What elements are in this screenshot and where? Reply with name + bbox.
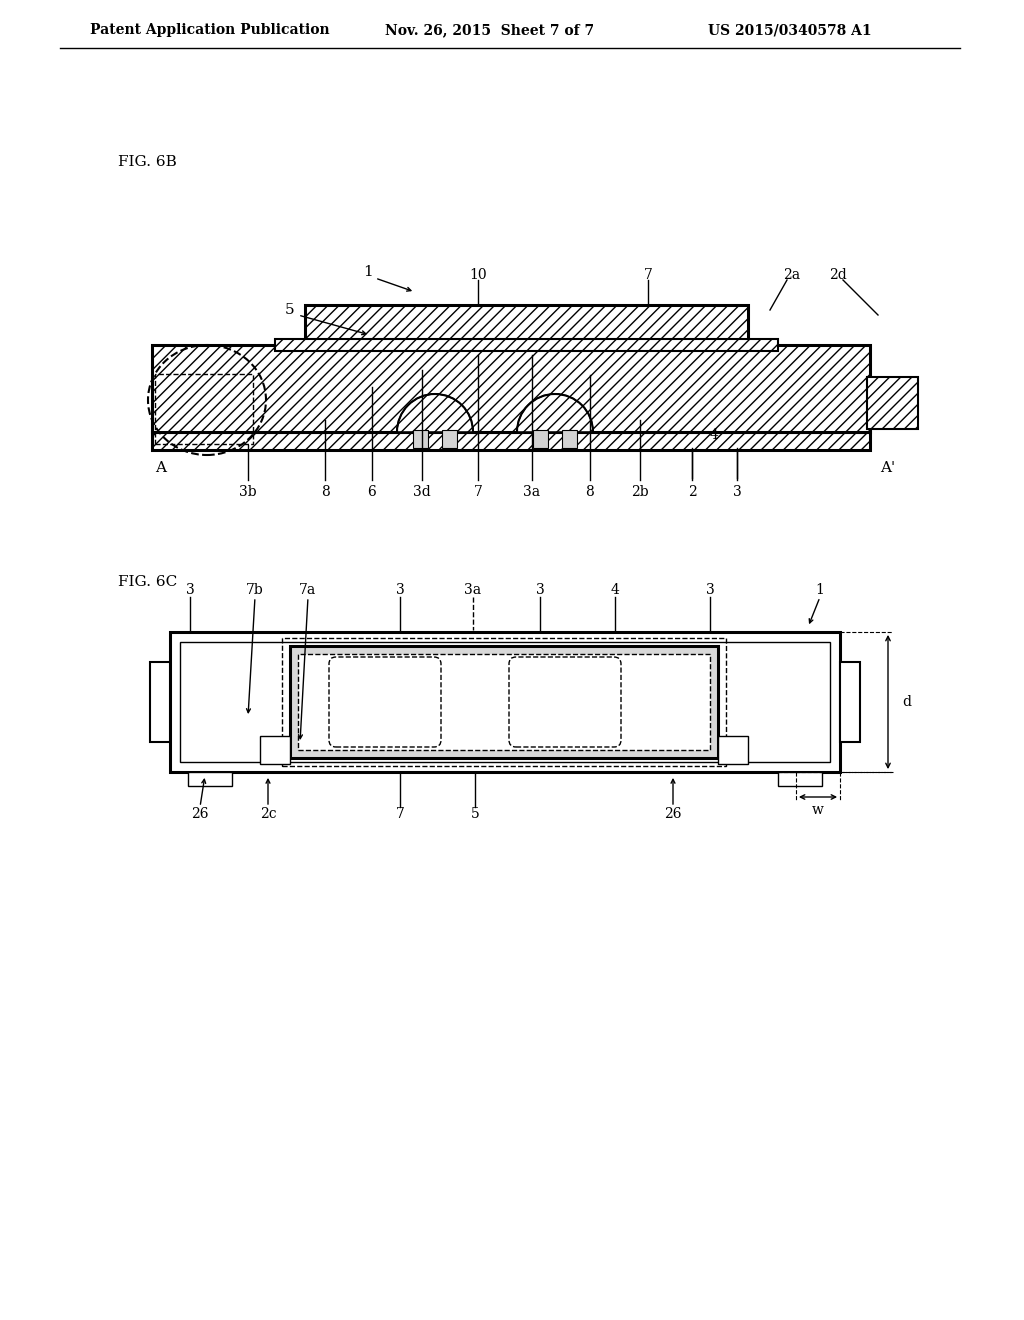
Bar xyxy=(778,772,822,785)
Bar xyxy=(534,430,548,447)
Text: 6: 6 xyxy=(368,484,377,499)
Text: 8: 8 xyxy=(586,484,594,499)
Bar xyxy=(152,432,870,450)
Bar xyxy=(305,305,748,345)
Text: 3: 3 xyxy=(706,583,715,597)
Text: A': A' xyxy=(880,461,895,475)
Text: 1: 1 xyxy=(815,583,824,597)
Bar xyxy=(282,638,726,766)
Bar xyxy=(275,339,778,351)
Text: 3d: 3d xyxy=(413,484,431,499)
Text: 3: 3 xyxy=(185,583,195,597)
Text: 4: 4 xyxy=(610,583,620,597)
Text: 5: 5 xyxy=(286,304,295,317)
FancyBboxPatch shape xyxy=(509,657,621,747)
Bar xyxy=(152,345,870,432)
Text: 5: 5 xyxy=(471,807,479,821)
Text: 7: 7 xyxy=(395,807,404,821)
Text: 7: 7 xyxy=(643,268,652,282)
Bar xyxy=(867,378,918,429)
Bar xyxy=(840,663,860,742)
Bar xyxy=(150,663,170,742)
FancyBboxPatch shape xyxy=(329,657,441,747)
Text: 1: 1 xyxy=(364,265,373,279)
Bar xyxy=(718,737,748,764)
Bar xyxy=(562,430,577,447)
Text: 8: 8 xyxy=(321,484,330,499)
Bar xyxy=(180,642,830,762)
Bar xyxy=(188,772,232,785)
Text: 26: 26 xyxy=(665,807,682,821)
Text: 2c: 2c xyxy=(260,807,276,821)
Bar xyxy=(155,374,253,444)
Text: FIG. 6B: FIG. 6B xyxy=(118,154,177,169)
Bar xyxy=(298,653,710,750)
Text: 2a: 2a xyxy=(783,268,801,282)
Text: 3a: 3a xyxy=(465,583,481,597)
Text: 3a: 3a xyxy=(523,484,541,499)
Bar xyxy=(260,737,290,764)
Text: 26: 26 xyxy=(191,807,209,821)
Text: 3b: 3b xyxy=(240,484,257,499)
Bar xyxy=(152,432,870,450)
Bar xyxy=(305,305,748,345)
Text: w: w xyxy=(812,803,824,817)
Bar xyxy=(152,345,870,432)
Text: 7b: 7b xyxy=(246,583,264,597)
Text: 3: 3 xyxy=(732,484,741,499)
Text: 3: 3 xyxy=(536,583,545,597)
Text: A: A xyxy=(155,461,166,475)
Bar xyxy=(170,632,840,772)
Text: 2d: 2d xyxy=(829,268,847,282)
Text: 3: 3 xyxy=(395,583,404,597)
Text: Patent Application Publication: Patent Application Publication xyxy=(90,22,330,37)
Bar xyxy=(442,430,457,447)
Text: 7: 7 xyxy=(473,484,482,499)
Wedge shape xyxy=(397,393,473,432)
Text: Nov. 26, 2015  Sheet 7 of 7: Nov. 26, 2015 Sheet 7 of 7 xyxy=(385,22,595,37)
Bar xyxy=(413,430,428,447)
Text: FIG. 6C: FIG. 6C xyxy=(118,576,177,589)
Bar xyxy=(867,378,918,429)
Wedge shape xyxy=(517,393,593,432)
Text: 10: 10 xyxy=(469,268,486,282)
Text: 4: 4 xyxy=(710,428,719,442)
Text: 2b: 2b xyxy=(631,484,649,499)
Text: 7a: 7a xyxy=(299,583,316,597)
Bar xyxy=(290,645,718,758)
Bar xyxy=(275,339,778,351)
Text: d: d xyxy=(902,696,911,709)
Text: US 2015/0340578 A1: US 2015/0340578 A1 xyxy=(709,22,871,37)
Text: 2: 2 xyxy=(688,484,696,499)
